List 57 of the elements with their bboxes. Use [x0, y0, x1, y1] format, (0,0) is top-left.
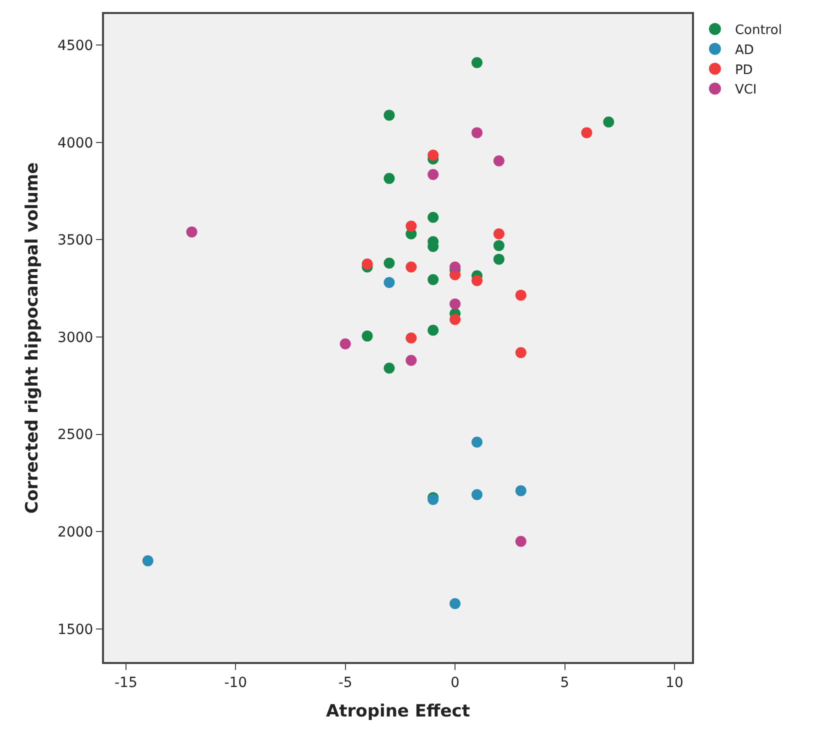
- point: [142, 555, 154, 566]
- x-tick-label: -15: [114, 674, 138, 691]
- point: [493, 155, 504, 166]
- y-tick-label: 3500: [58, 232, 94, 249]
- x-axis-title: Atropine Effect: [326, 702, 470, 722]
- legend-label: AD: [734, 42, 754, 58]
- point: [340, 338, 351, 350]
- point: [428, 212, 439, 223]
- point: [406, 354, 417, 366]
- point: [384, 258, 395, 269]
- point: [450, 261, 461, 272]
- point: [471, 127, 482, 138]
- point: [450, 298, 461, 310]
- point: [450, 598, 461, 610]
- legend-label: VCI: [734, 82, 757, 98]
- point: [384, 110, 395, 121]
- point: [515, 347, 526, 358]
- y-tick-label: 1500: [58, 622, 94, 638]
- point: [450, 314, 461, 326]
- point: [428, 274, 439, 286]
- point: [471, 489, 482, 500]
- point: [515, 536, 526, 547]
- point: [406, 261, 417, 272]
- y-tick-label: 3000: [58, 330, 94, 346]
- y-axis-title: Corrected right hippocampal volume: [22, 162, 43, 514]
- point: [406, 332, 417, 344]
- point: [384, 172, 395, 184]
- point: [428, 324, 439, 336]
- x-tick-label: 5: [560, 674, 570, 691]
- y-tick-label: 2000: [58, 524, 94, 541]
- point: [581, 127, 592, 138]
- y-tick-label: 2500: [58, 427, 94, 444]
- point: [406, 220, 417, 232]
- point: [471, 57, 482, 68]
- y-tick-label: 4500: [58, 38, 94, 54]
- point: [428, 150, 439, 161]
- legend-label: PD: [734, 62, 753, 78]
- point: [384, 362, 395, 374]
- x-tick-label: -10: [224, 674, 248, 691]
- x-tick-label: 10: [666, 674, 684, 691]
- legend-label: Control: [734, 23, 782, 38]
- point: [186, 226, 198, 238]
- point: [515, 485, 526, 496]
- point: [362, 258, 373, 270]
- point: [362, 330, 373, 342]
- y-tick-label: 4000: [58, 135, 94, 152]
- point: [384, 277, 395, 288]
- point: [493, 228, 504, 240]
- point: [493, 240, 504, 252]
- x-tick-label: 0: [450, 674, 460, 691]
- point: [515, 290, 526, 301]
- point: [493, 254, 504, 265]
- point: [471, 275, 482, 286]
- point: [603, 116, 614, 128]
- point: [428, 169, 439, 180]
- x-tick-label: -5: [338, 674, 352, 691]
- point: [471, 436, 482, 448]
